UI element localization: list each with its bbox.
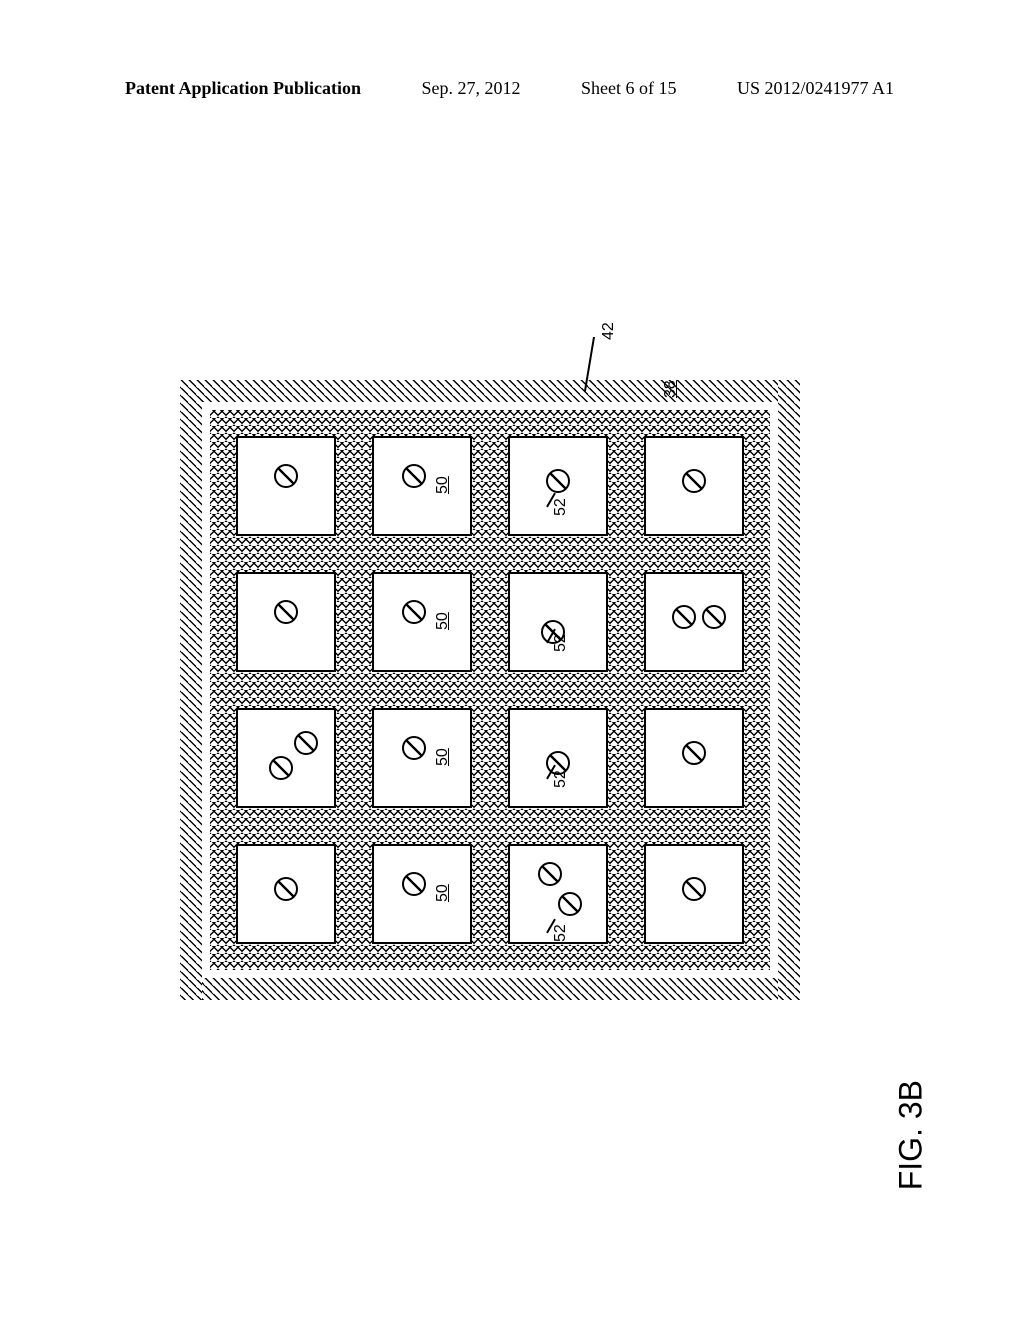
via-icon [538, 862, 562, 886]
figure-frame: 50505050525252524238 [180, 380, 800, 1000]
cell [372, 436, 472, 536]
cell [372, 708, 472, 808]
figure-3b: 50505050525252524238 [180, 380, 800, 1000]
grid-bar-vertical [346, 410, 362, 970]
cell [372, 572, 472, 672]
via-icon [402, 872, 426, 896]
figure-label: FIG. 3B [892, 1080, 929, 1190]
via-icon [402, 736, 426, 760]
outer-hatch-border [180, 380, 800, 402]
via-icon [294, 731, 318, 755]
via-ref-label: 52 [552, 770, 570, 788]
via-icon [274, 600, 298, 624]
page-header: Patent Application Publication Sep. 27, … [0, 78, 1024, 99]
callout-label: 42 [600, 322, 618, 340]
publication-date: Sep. 27, 2012 [422, 78, 521, 99]
via-icon [402, 464, 426, 488]
via-icon [274, 877, 298, 901]
via-icon [274, 464, 298, 488]
via-ref-label: 52 [552, 924, 570, 942]
via-icon [546, 469, 570, 493]
grid-bar-vertical [618, 410, 634, 970]
grid-bar-vertical [754, 410, 770, 970]
via-icon [672, 605, 696, 629]
via-icon [558, 892, 582, 916]
sheet-number: Sheet 6 of 15 [581, 78, 676, 99]
cell [372, 844, 472, 944]
via-icon [682, 741, 706, 765]
grid-bar-vertical [210, 410, 226, 970]
cell-ref-label: 50 [434, 748, 452, 766]
via-icon [682, 469, 706, 493]
outer-hatch-border [180, 978, 800, 1000]
cell-ref-label: 50 [434, 476, 452, 494]
via-icon [682, 877, 706, 901]
grid-bar-vertical [482, 410, 498, 970]
via-icon [269, 756, 293, 780]
via-icon [702, 605, 726, 629]
via-icon [402, 600, 426, 624]
via-ref-label: 52 [552, 498, 570, 516]
outer-hatch-border [180, 380, 202, 1000]
via-ref-label: 52 [552, 634, 570, 652]
publication-label: Patent Application Publication [125, 78, 361, 99]
cell-ref-label: 50 [434, 612, 452, 630]
outer-hatch-border [778, 380, 800, 1000]
cell-ref-label: 50 [434, 884, 452, 902]
document-number: US 2012/0241977 A1 [737, 78, 894, 99]
callout-label: 38 [662, 380, 680, 398]
